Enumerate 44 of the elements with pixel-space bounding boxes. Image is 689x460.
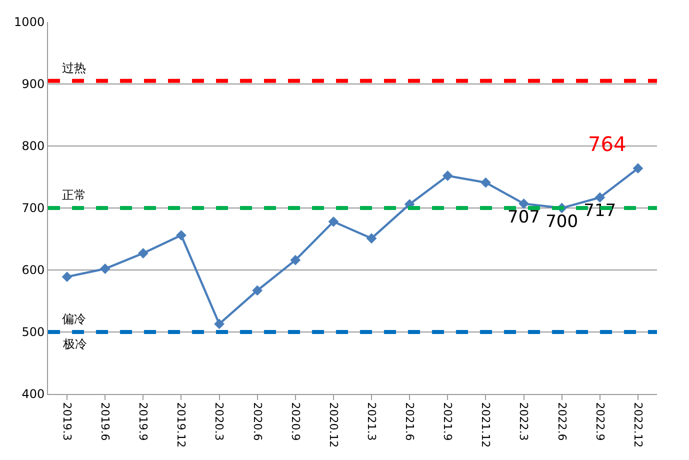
x-tick-label: 2020.9 [288,402,302,441]
x-tick-label: 2019.9 [136,402,150,441]
x-tick-label: 2022.3 [517,402,530,441]
x-tick-label: 2020.6 [250,402,264,441]
annotation: 极冷 [62,337,87,351]
y-tick-label: 900 [22,77,45,92]
point [594,192,606,203]
point [632,163,644,174]
y-tick-label: 600 [22,263,45,278]
point [100,264,110,274]
point [176,230,186,240]
data-label: 700 [546,212,578,232]
x-tick-label: 2019.12 [174,402,188,448]
ref-line-label: 过热 [62,61,86,75]
x-tick-label: 2020.3 [212,402,226,441]
data-label: 707 [508,207,540,228]
point [138,248,148,258]
y-tick-label: 700 [22,201,45,216]
point [252,285,263,296]
point [328,216,339,227]
point [480,177,491,188]
ref-line-label: 偏冷 [62,312,86,326]
y-tick-label: 1000 [14,15,45,30]
x-tick-label: 2021.12 [479,402,492,448]
annotation: 764 [588,132,626,156]
point [518,198,529,209]
y-tick-label: 400 [22,387,45,402]
y-tick-label: 500 [22,325,45,340]
point [442,170,453,181]
point [214,318,224,330]
point [366,233,377,244]
x-tick-label: 2022.6 [555,402,568,441]
point [290,254,301,266]
ref-line-label: 正常 [62,188,86,202]
x-tick-label: 2021.6 [403,402,416,441]
x-tick-label: 2019.3 [60,402,74,441]
y-tick-label: 800 [22,139,45,154]
point [62,272,72,282]
x-tick-label: 2021.3 [364,402,378,441]
x-tick-label: 2020.12 [326,402,340,448]
x-tick-label: 2022.9 [593,402,606,441]
x-tick-label: 2022.12 [631,402,644,448]
x-tick-label: 2019.6 [98,402,112,441]
x-tick-label: 2021.9 [441,402,454,441]
